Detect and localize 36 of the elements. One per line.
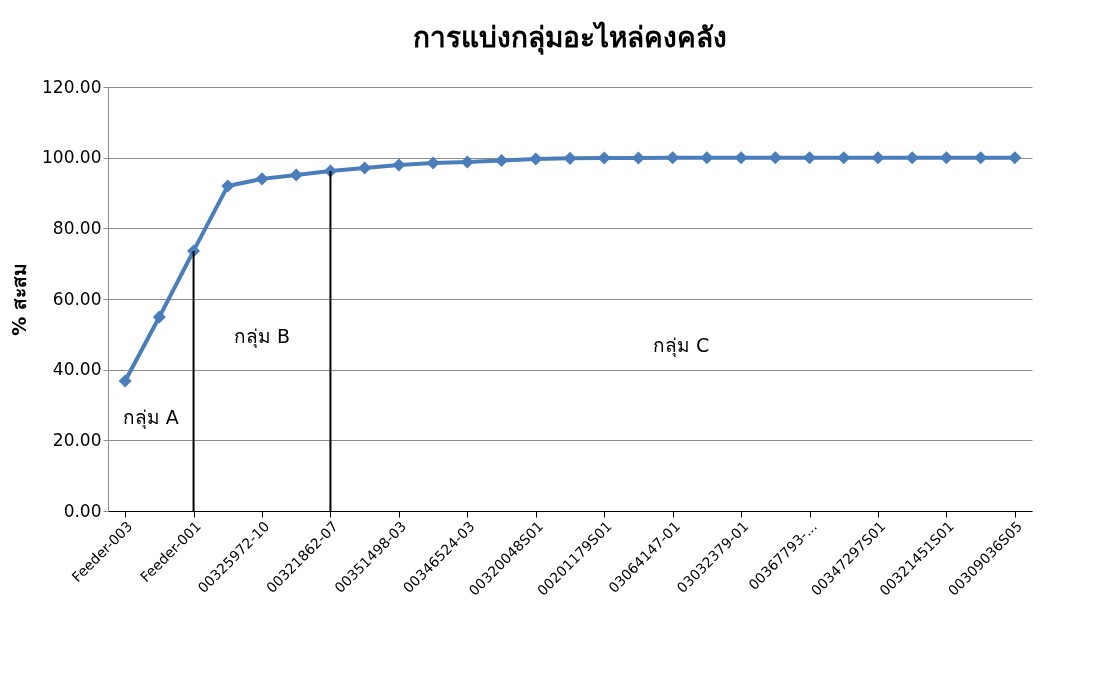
point [974,151,988,165]
y-tick-label: 0.00 [63,500,102,521]
point [255,172,269,186]
point [939,151,953,165]
point [905,151,919,165]
point [666,151,680,165]
y-tick-label: 100.00 [42,147,102,168]
y-tick-label: 20.00 [52,429,102,450]
point [871,151,885,165]
point [837,151,851,165]
annotation: กลุ่ม B [233,325,291,350]
chart-title: การแบ่งกลุ่มอะไหล่คงคลัง [413,21,727,55]
annotation: กลุ่ม A [122,405,179,430]
point [152,310,166,324]
point [529,152,543,166]
y-tick-label: 80.00 [52,217,102,238]
y-tick-label: 40.00 [52,359,102,380]
point [221,179,235,193]
point [495,153,509,168]
point [803,151,817,165]
point [563,151,577,165]
point [460,155,474,169]
y-tick-label: 120.00 [42,76,102,97]
point [392,158,406,172]
point [768,151,782,165]
annotation: กลุ่ม C [653,333,710,358]
point [1008,151,1022,165]
y-axis-title: % สะสม [8,263,31,336]
point [289,168,303,182]
point [700,151,714,165]
point [426,156,440,170]
point [118,374,132,388]
point [358,161,372,175]
y-tick-label: 60.00 [52,288,102,309]
point [734,151,748,165]
point [597,151,611,165]
